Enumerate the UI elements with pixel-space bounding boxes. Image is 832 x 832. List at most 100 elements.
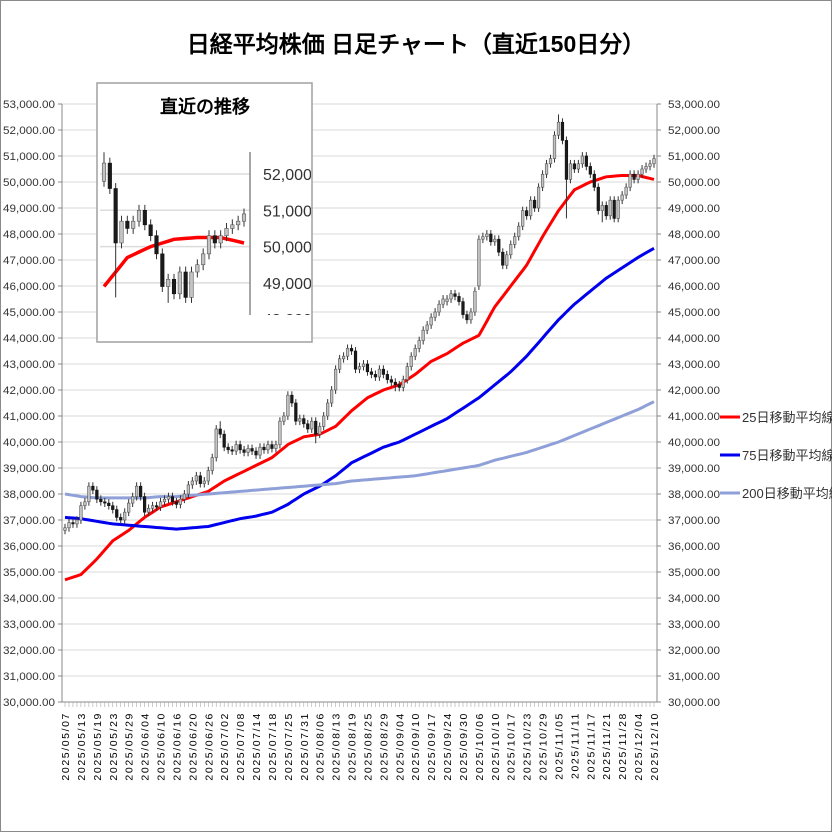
candle: [206, 470, 210, 482]
y-tick-label-left: 51,000.00: [3, 151, 55, 163]
x-tick-label: 2025/05/23: [108, 712, 120, 781]
candle: [166, 496, 171, 500]
legend-label: 25日移動平均線: [742, 410, 832, 425]
candle: [314, 420, 318, 435]
x-tick-label: 2025/12/10: [649, 712, 661, 781]
candle: [584, 155, 588, 167]
inset-candle: [189, 271, 194, 298]
inset-candle: [206, 235, 212, 255]
candle: [469, 311, 473, 321]
y-tick-label-left: 31,000.00: [3, 671, 55, 683]
candle: [552, 134, 557, 159]
inset-candle: [212, 235, 217, 244]
y-tick-label-left: 35,000.00: [3, 567, 55, 579]
x-tick-label: 2025/06/20: [187, 712, 199, 781]
candle: [640, 168, 644, 175]
candle: [306, 423, 310, 430]
candle: [473, 290, 477, 313]
candle: [123, 511, 127, 521]
inset-y-tick-label: 51,000.: [263, 203, 316, 220]
y-tick-label-left: 49,000.00: [3, 203, 55, 215]
y-tick-label-right: 30,000.00: [668, 697, 720, 709]
candle: [99, 498, 103, 503]
candle: [636, 173, 640, 180]
candle: [572, 163, 577, 170]
candle: [202, 480, 206, 484]
inset-candle: [183, 271, 188, 298]
y-tick-label-right: 38,000.00: [668, 489, 720, 501]
y-tick-label-right: 46,000.00: [668, 281, 720, 293]
candle: [481, 236, 485, 240]
candle: [135, 485, 139, 497]
x-tick-label: 2025/09/24: [442, 712, 454, 781]
x-tick-label: 2025/05/29: [124, 712, 136, 781]
y-tick-label-left: 30,000.00: [3, 697, 55, 709]
candle: [79, 505, 83, 521]
candle: [338, 358, 342, 370]
candle: [389, 379, 393, 383]
y-tick-label-left: 32,000.00: [3, 645, 55, 657]
inset-candle: [113, 188, 118, 244]
inset-candle: [107, 162, 112, 189]
x-tick-label: 2025/06/10: [156, 712, 168, 781]
candle: [345, 348, 350, 357]
candle: [517, 225, 521, 237]
y-tick-label-right: 49,000.00: [668, 203, 720, 215]
x-tick-label: 2025/05/19: [92, 712, 104, 781]
legend-label: 200日移動平均線: [742, 486, 832, 501]
candle: [91, 485, 95, 491]
candle: [111, 505, 115, 510]
candle: [146, 507, 151, 513]
candle: [294, 402, 298, 422]
candle: [564, 140, 569, 180]
y-tick-label-right: 44,000.00: [668, 333, 720, 345]
inset-candle: [236, 220, 241, 226]
ma-line-200日移動平均線: [64, 400, 655, 500]
candle: [158, 501, 163, 508]
candle: [560, 121, 565, 141]
inset-candle: [160, 253, 165, 287]
candle: [556, 121, 561, 136]
y-tick-label-left: 53,000.00: [3, 99, 55, 111]
y-tick-label-right: 47,000.00: [668, 255, 720, 267]
candle: [361, 363, 366, 367]
inset-y-tick-label: 50,000.: [263, 240, 316, 257]
candle: [596, 186, 600, 211]
candle: [580, 155, 584, 165]
candle: [397, 384, 401, 388]
candle: [497, 238, 501, 253]
candle: [632, 173, 636, 180]
y-tick-label-right: 36,000.00: [668, 541, 720, 553]
candle: [385, 374, 389, 380]
x-tick-label: 2025/06/26: [203, 712, 215, 781]
legend: 25日移動平均線 75日移動平均線 200日移動平均線: [720, 410, 832, 501]
inset-recent-chart: 直近の推移 52,000. 51,000. 50,000. 49,000. 48,000…: [96, 82, 316, 343]
candle: [357, 366, 362, 370]
y-tick-label-left: 41,000.00: [3, 411, 55, 423]
candle: [433, 311, 437, 318]
candle: [353, 350, 358, 370]
y-tick-label-left: 34,000.00: [3, 593, 55, 605]
candle: [142, 496, 147, 513]
candle: [310, 420, 314, 430]
y-tick-label-right: 32,000.00: [668, 645, 720, 657]
candle: [493, 238, 497, 243]
inset-candle: [125, 220, 130, 229]
candle: [548, 158, 553, 165]
x-tick-label: 2025/07/14: [251, 712, 263, 781]
candle: [505, 254, 509, 266]
candle: [286, 394, 290, 417]
candle: [648, 163, 652, 167]
candle: [441, 298, 445, 305]
candle: [71, 522, 75, 525]
x-tick-label: 2025/10/17: [506, 712, 518, 781]
candle: [509, 244, 513, 256]
candle: [401, 379, 405, 388]
candles: [63, 114, 656, 535]
candle: [421, 329, 425, 341]
candle: [107, 502, 111, 507]
candle: [242, 449, 246, 453]
y-tick-label-right: 52,000.00: [668, 125, 720, 137]
x-tick-label: 2025/06/04: [140, 712, 152, 781]
candle: [154, 505, 159, 508]
